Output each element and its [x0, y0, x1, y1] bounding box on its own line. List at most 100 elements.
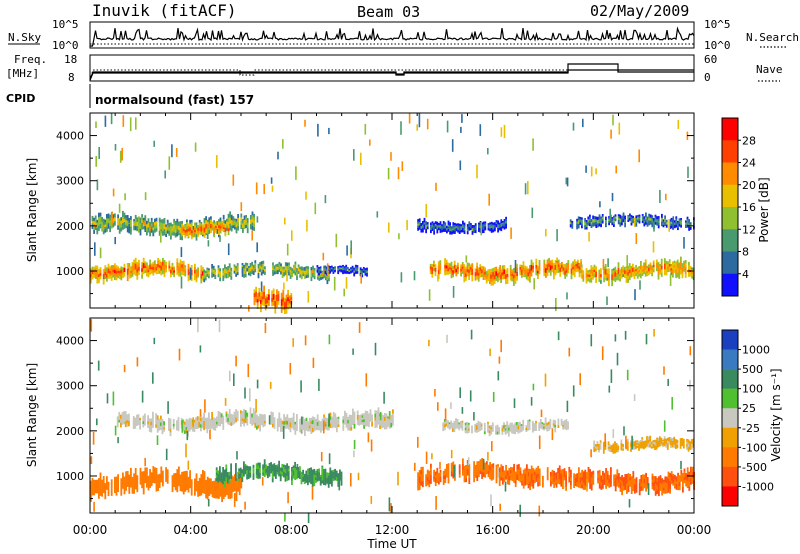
velocity-cell — [289, 417, 292, 424]
power-cell — [257, 268, 260, 274]
velocity-cell — [551, 479, 554, 485]
velocity-cell — [516, 469, 519, 476]
power-cell — [564, 271, 566, 276]
power-cell — [318, 267, 320, 270]
power-cell — [170, 222, 172, 227]
power-cell — [492, 227, 495, 231]
velocity-cell — [610, 446, 613, 449]
velocity-cell — [450, 425, 453, 429]
power-cell — [141, 262, 143, 266]
power-cell — [136, 226, 139, 232]
power-cell — [595, 219, 598, 223]
velocity-cell — [270, 469, 272, 474]
velocity-cell — [217, 474, 220, 479]
velocity-cell — [312, 416, 314, 421]
velocity-cell — [641, 441, 644, 445]
velocity-cell — [278, 421, 281, 428]
power-cell — [187, 226, 190, 230]
power-cell — [253, 289, 256, 294]
power-cell — [670, 225, 673, 229]
power-cell — [688, 265, 690, 270]
velocity-cell — [331, 482, 333, 487]
power-cell — [176, 258, 179, 263]
power-cell — [516, 271, 518, 277]
velocity-cell — [332, 474, 335, 477]
velocity-cell — [509, 422, 512, 425]
power-cell — [632, 263, 634, 269]
velocity-cell — [225, 411, 228, 415]
velocity-cell — [662, 441, 664, 443]
power-cell — [128, 217, 131, 224]
power-cell — [174, 229, 177, 234]
velocity-cell — [244, 410, 247, 415]
power-cell — [553, 273, 555, 280]
power-cell — [672, 261, 674, 266]
velocity-cell — [692, 444, 695, 448]
power-speck — [585, 165, 587, 173]
velocity-cell — [220, 478, 223, 483]
velocity-cell — [147, 475, 150, 480]
power-cell — [600, 280, 602, 284]
power-cell — [190, 264, 193, 271]
power-cell — [302, 270, 305, 273]
power-cell — [251, 222, 254, 227]
velocity-cell — [279, 477, 282, 482]
power-cell — [115, 273, 118, 278]
velocity-cell — [353, 411, 356, 417]
velocity-cell — [318, 472, 320, 477]
power-speck — [307, 291, 310, 303]
velocity-cell — [563, 474, 566, 478]
power-cell — [580, 270, 583, 274]
velocity-cell — [161, 422, 164, 427]
power-cell — [332, 270, 335, 273]
velocity-cell — [136, 417, 138, 421]
power-cell — [614, 214, 617, 217]
power-cell — [171, 262, 174, 266]
power-cell — [149, 231, 151, 237]
velocity-cell — [626, 444, 629, 448]
velocity-cell — [506, 428, 509, 434]
power-cell — [334, 266, 336, 269]
power-speck — [510, 227, 512, 239]
velocity-cell — [671, 443, 674, 448]
velocity-cell — [603, 480, 606, 485]
power-cell — [206, 225, 209, 229]
velocity-cell — [284, 424, 287, 429]
power-speck — [479, 124, 482, 136]
power-cell — [537, 265, 539, 269]
velocity-cell — [176, 469, 179, 475]
velocity-cell — [541, 425, 544, 428]
velocity-cell — [390, 415, 393, 420]
power-cell — [495, 220, 498, 222]
velocity-cell — [646, 441, 648, 445]
power-cell — [489, 224, 491, 228]
power-cell — [449, 231, 451, 235]
velocity-cell — [234, 485, 236, 492]
power-cell — [162, 261, 164, 267]
power-cell — [645, 217, 647, 221]
velocity-cell — [99, 472, 102, 479]
power-cell — [115, 276, 118, 281]
power-cell — [608, 274, 610, 281]
velocity-cell — [645, 482, 647, 488]
power-cell — [136, 217, 139, 223]
velocity-cell — [555, 483, 558, 488]
velocity-cell — [118, 419, 121, 423]
power-cell — [227, 213, 230, 219]
power-speck — [232, 174, 235, 186]
power-cell — [588, 274, 591, 278]
velocity-cell — [303, 478, 306, 482]
velocity-cell — [156, 427, 159, 433]
power-cell — [656, 266, 658, 272]
power-cell — [273, 272, 276, 275]
power-cell — [179, 271, 182, 277]
power-cell — [90, 277, 92, 281]
velocity-cell — [244, 463, 247, 467]
velocity-cell — [563, 476, 566, 481]
velocity-cell — [563, 468, 566, 472]
velocity-cell — [690, 446, 693, 450]
power-cell — [182, 228, 185, 232]
power-cell — [214, 272, 217, 276]
velocity-cell — [537, 473, 539, 479]
power-cell — [622, 274, 625, 277]
